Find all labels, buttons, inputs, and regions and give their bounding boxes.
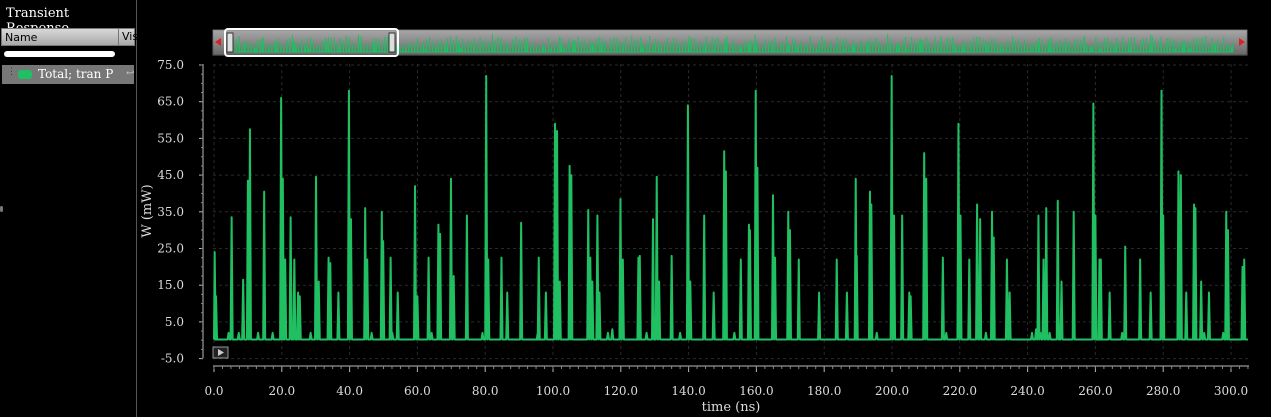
y-tick-label: 75.0 (157, 58, 184, 72)
trace-color-swatch (18, 70, 32, 79)
x-tick-label: 20.0 (268, 384, 295, 398)
y-tick-label: -5.0 (161, 352, 184, 366)
overview-trace (226, 33, 1234, 53)
x-tick-label: 40.0 (336, 384, 363, 398)
y-ticks: 75.0 65.0 55.0 45.0 35.0 25.0 15.0 5.0 -5.0 (157, 58, 203, 366)
x-tick-label: 280.0 (1146, 384, 1180, 398)
y-tick-label: 55.0 (157, 131, 184, 145)
y-tick-label: 45.0 (157, 168, 184, 182)
overview-right-handle[interactable] (388, 32, 396, 53)
browser-panel: Transient Response Name Vis ⋮ Total; tra… (0, 0, 138, 417)
x-tick-label: 200.0 (875, 384, 909, 398)
x-tick-label: 260.0 (1078, 384, 1112, 398)
y-tick-label: 35.0 (157, 205, 184, 219)
x-tick-label: 100.0 (536, 384, 570, 398)
x-tick-label: 120.0 (604, 384, 638, 398)
x-axis-label: time (ns) (702, 400, 761, 415)
trace-label: Total; tran P (38, 67, 114, 81)
overview-window[interactable] (224, 28, 399, 57)
scroll-left-arrow-icon[interactable] (215, 38, 221, 46)
series-line-total (213, 75, 1248, 341)
overview-left-handle[interactable] (226, 32, 234, 53)
filter-input[interactable] (4, 51, 115, 57)
tree-header: Name Vis (1, 28, 138, 46)
visibility-toggle-icon[interactable]: ↩ (126, 68, 135, 79)
x-tick-label: 240.0 (1010, 384, 1044, 398)
y-tick-label: 65.0 (157, 95, 184, 109)
x-tick-label: 220.0 (943, 384, 977, 398)
column-header-name[interactable]: Name (5, 31, 38, 44)
x-tick-label: 180.0 (807, 384, 841, 398)
x-tick-label: 140.0 (671, 384, 705, 398)
x-ticks: 0.0 20.0 40.0 60.0 80.0 100.0 120.0 140.0 160.0 1… (204, 366, 1249, 398)
x-tick-label: 80.0 (472, 384, 499, 398)
tree-branch-icon: ⋮ (7, 67, 16, 77)
x-tick-label: 0.0 (204, 384, 223, 398)
y-tick-label: 25.0 (157, 242, 184, 256)
y-tick-label: 15.0 (157, 278, 184, 292)
trace-item-total[interactable]: ⋮ Total; tran P ↩ (2, 65, 134, 84)
play-icon[interactable] (218, 349, 224, 356)
x-tick-label: 300.0 (1214, 384, 1248, 398)
resize-handle[interactable] (0, 206, 3, 212)
y-tick-label: 5.0 (165, 315, 184, 329)
chart-area: 75.0 65.0 55.0 45.0 35.0 25.0 15.0 5.0 -5.0 0.0 2… (140, 28, 1249, 415)
y-axis-label: W (mW) (140, 184, 155, 237)
x-tick-label: 60.0 (404, 384, 431, 398)
column-header-vis[interactable]: Vis (118, 29, 138, 45)
play-button[interactable] (212, 346, 229, 359)
x-tick-label: 160.0 (739, 384, 773, 398)
overview-strip[interactable] (212, 28, 1248, 57)
scroll-right-arrow-icon[interactable] (1239, 38, 1245, 46)
